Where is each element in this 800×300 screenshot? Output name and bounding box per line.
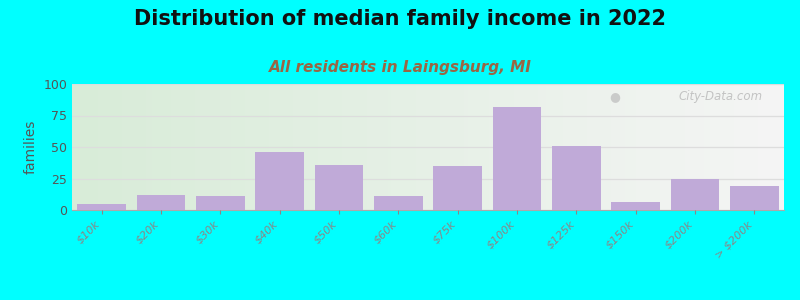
Bar bbox=[434, 166, 482, 210]
Text: Distribution of median family income in 2022: Distribution of median family income in … bbox=[134, 9, 666, 29]
Bar bbox=[552, 146, 601, 210]
Bar bbox=[730, 186, 778, 210]
Bar bbox=[137, 195, 186, 210]
Bar bbox=[611, 202, 660, 210]
Bar bbox=[670, 178, 719, 210]
Text: All residents in Laingsburg, MI: All residents in Laingsburg, MI bbox=[269, 60, 531, 75]
Text: ●: ● bbox=[610, 90, 621, 103]
Bar bbox=[374, 196, 422, 210]
Bar bbox=[493, 107, 542, 210]
Bar bbox=[78, 204, 126, 210]
Text: City-Data.com: City-Data.com bbox=[678, 90, 762, 103]
Bar bbox=[314, 165, 363, 210]
Bar bbox=[196, 196, 245, 210]
Bar bbox=[255, 152, 304, 210]
Y-axis label: families: families bbox=[24, 120, 38, 174]
